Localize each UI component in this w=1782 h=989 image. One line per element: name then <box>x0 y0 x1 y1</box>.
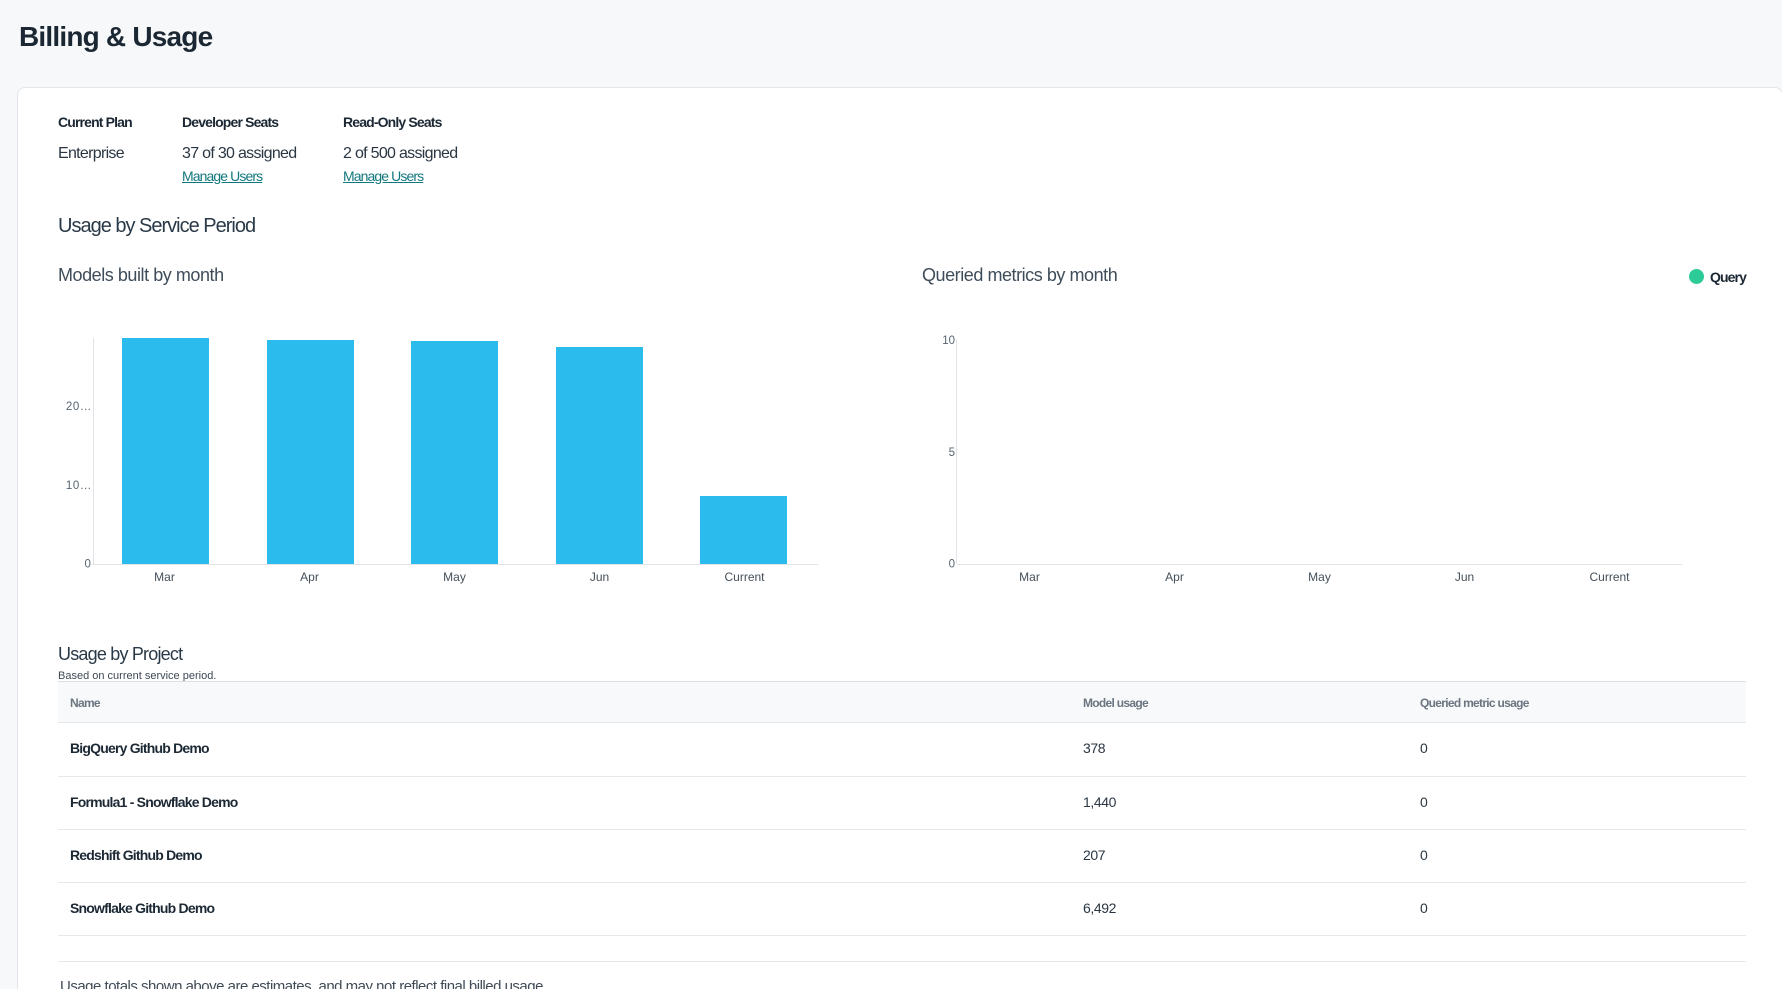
svg-text:5: 5 <box>949 447 955 459</box>
svg-text:Current: Current <box>1589 570 1630 584</box>
svg-text:Current: Current <box>724 570 765 584</box>
svg-text:20…: 20… <box>66 401 92 413</box>
svg-text:0: 0 <box>85 559 92 571</box>
svg-text:Apr: Apr <box>300 570 319 584</box>
svg-text:0: 0 <box>949 559 955 571</box>
svg-text:Mar: Mar <box>154 570 175 584</box>
svg-text:Jun: Jun <box>590 570 609 584</box>
svg-text:May: May <box>1308 570 1331 584</box>
svg-text:10…: 10… <box>66 480 92 492</box>
svg-text:10: 10 <box>942 335 955 347</box>
svg-text:Mar: Mar <box>1019 570 1040 584</box>
svg-text:Jun: Jun <box>1455 570 1474 584</box>
svg-text:May: May <box>443 570 466 584</box>
svg-text:Apr: Apr <box>1165 570 1184 584</box>
